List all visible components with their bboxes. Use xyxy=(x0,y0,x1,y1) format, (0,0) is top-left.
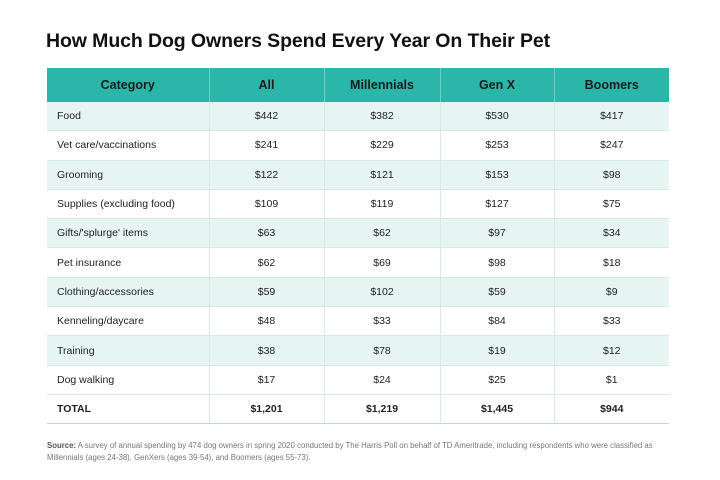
value-cell-millennials: $119 xyxy=(323,189,440,220)
value-cell-gen-x: $530 xyxy=(439,102,554,132)
value-cell-millennials: $382 xyxy=(323,102,440,132)
category-cell: Vet care/vaccinations xyxy=(47,130,209,161)
total-row: TOTAL $1,201 $1,219 $1,445 $944 xyxy=(47,394,669,425)
category-cell: Food xyxy=(47,102,209,132)
value-cell-all: $241 xyxy=(208,130,324,161)
category-cell: Supplies (excluding food) xyxy=(47,189,209,220)
value-cell-millennials: $1,219 xyxy=(323,394,440,425)
value-cell-boomers: $944 xyxy=(553,394,669,425)
value-cell-boomers: $18 xyxy=(553,247,669,278)
value-cell-millennials: $62 xyxy=(323,218,440,249)
value-cell-gen-x: $153 xyxy=(439,160,554,190)
value-cell-millennials: $102 xyxy=(323,277,440,308)
value-cell-all: $122 xyxy=(208,160,324,190)
value-cell-gen-x: $127 xyxy=(439,189,554,220)
chart-title: How Much Dog Owners Spend Every Year On … xyxy=(46,30,551,52)
value-cell-boomers: $34 xyxy=(553,218,669,249)
value-cell-gen-x: $25 xyxy=(439,365,554,395)
value-cell-millennials: $121 xyxy=(323,160,440,190)
value-cell-all: $63 xyxy=(208,218,324,249)
table-row: Dog walking $17 $24 $25 $1 xyxy=(47,365,669,395)
category-cell: Clothing/accessories xyxy=(47,277,209,308)
value-cell-millennials: $78 xyxy=(323,335,440,366)
value-cell-all: $1,201 xyxy=(208,394,324,425)
value-cell-all: $38 xyxy=(208,335,324,366)
category-cell: Training xyxy=(47,335,209,366)
value-cell-all: $109 xyxy=(208,189,324,220)
value-cell-gen-x: $253 xyxy=(439,130,554,161)
value-cell-gen-x: $1,445 xyxy=(439,394,554,425)
value-cell-all: $442 xyxy=(208,102,324,132)
source-text: A survey of annual spending by 474 dog o… xyxy=(47,441,653,462)
value-cell-boomers: $12 xyxy=(553,335,669,366)
value-cell-millennials: $229 xyxy=(323,130,440,161)
table-row: Clothing/accessories $59 $102 $59 $9 xyxy=(47,277,669,308)
category-cell: Gifts/'splurge' items xyxy=(47,218,209,249)
header-row: Category All Millennials Gen X Boomers xyxy=(47,68,669,102)
spending-table: Category All Millennials Gen X Boomers F… xyxy=(47,68,669,425)
table-row: Kenneling/daycare $48 $33 $84 $33 xyxy=(47,306,669,337)
table-row: Gifts/'splurge' items $63 $62 $97 $34 xyxy=(47,218,669,249)
value-cell-gen-x: $84 xyxy=(439,306,554,337)
category-cell: Kenneling/daycare xyxy=(47,306,209,337)
value-cell-all: $59 xyxy=(208,277,324,308)
table-row: Food $442 $382 $530 $417 xyxy=(47,102,669,132)
value-cell-boomers: $247 xyxy=(553,130,669,161)
value-cell-boomers: $33 xyxy=(553,306,669,337)
table-row: Pet insurance $62 $69 $98 $18 xyxy=(47,247,669,278)
value-cell-boomers: $98 xyxy=(553,160,669,190)
value-cell-millennials: $33 xyxy=(323,306,440,337)
value-cell-millennials: $69 xyxy=(323,247,440,278)
value-cell-gen-x: $19 xyxy=(439,335,554,366)
category-cell: Grooming xyxy=(47,160,209,190)
column-header-gen-x: Gen X xyxy=(439,68,554,102)
value-cell-gen-x: $59 xyxy=(439,277,554,308)
column-header-all: All xyxy=(208,68,324,102)
source-note: Source: A survey of annual spending by 4… xyxy=(47,440,677,464)
value-cell-boomers: $9 xyxy=(553,277,669,308)
table-row: Vet care/vaccinations $241 $229 $253 $247 xyxy=(47,130,669,161)
value-cell-gen-x: $98 xyxy=(439,247,554,278)
column-header-millennials: Millennials xyxy=(323,68,440,102)
column-header-boomers: Boomers xyxy=(553,68,669,102)
category-cell: Dog walking xyxy=(47,365,209,395)
value-cell-boomers: $75 xyxy=(553,189,669,220)
value-cell-all: $48 xyxy=(208,306,324,337)
table-row: Grooming $122 $121 $153 $98 xyxy=(47,160,669,190)
value-cell-gen-x: $97 xyxy=(439,218,554,249)
table-row: Training $38 $78 $19 $12 xyxy=(47,335,669,366)
value-cell-boomers: $417 xyxy=(553,102,669,132)
value-cell-millennials: $24 xyxy=(323,365,440,395)
source-label: Source: xyxy=(47,441,77,450)
category-cell: TOTAL xyxy=(47,394,209,425)
table-row: Supplies (excluding food) $109 $119 $127 $75 xyxy=(47,189,669,220)
value-cell-all: $17 xyxy=(208,365,324,395)
value-cell-boomers: $1 xyxy=(553,365,669,395)
value-cell-all: $62 xyxy=(208,247,324,278)
table-body: Food $442 $382 $530 $417 Vet care/vaccination… xyxy=(47,102,669,425)
category-cell: Pet insurance xyxy=(47,247,209,278)
column-header-category: Category xyxy=(47,68,209,102)
